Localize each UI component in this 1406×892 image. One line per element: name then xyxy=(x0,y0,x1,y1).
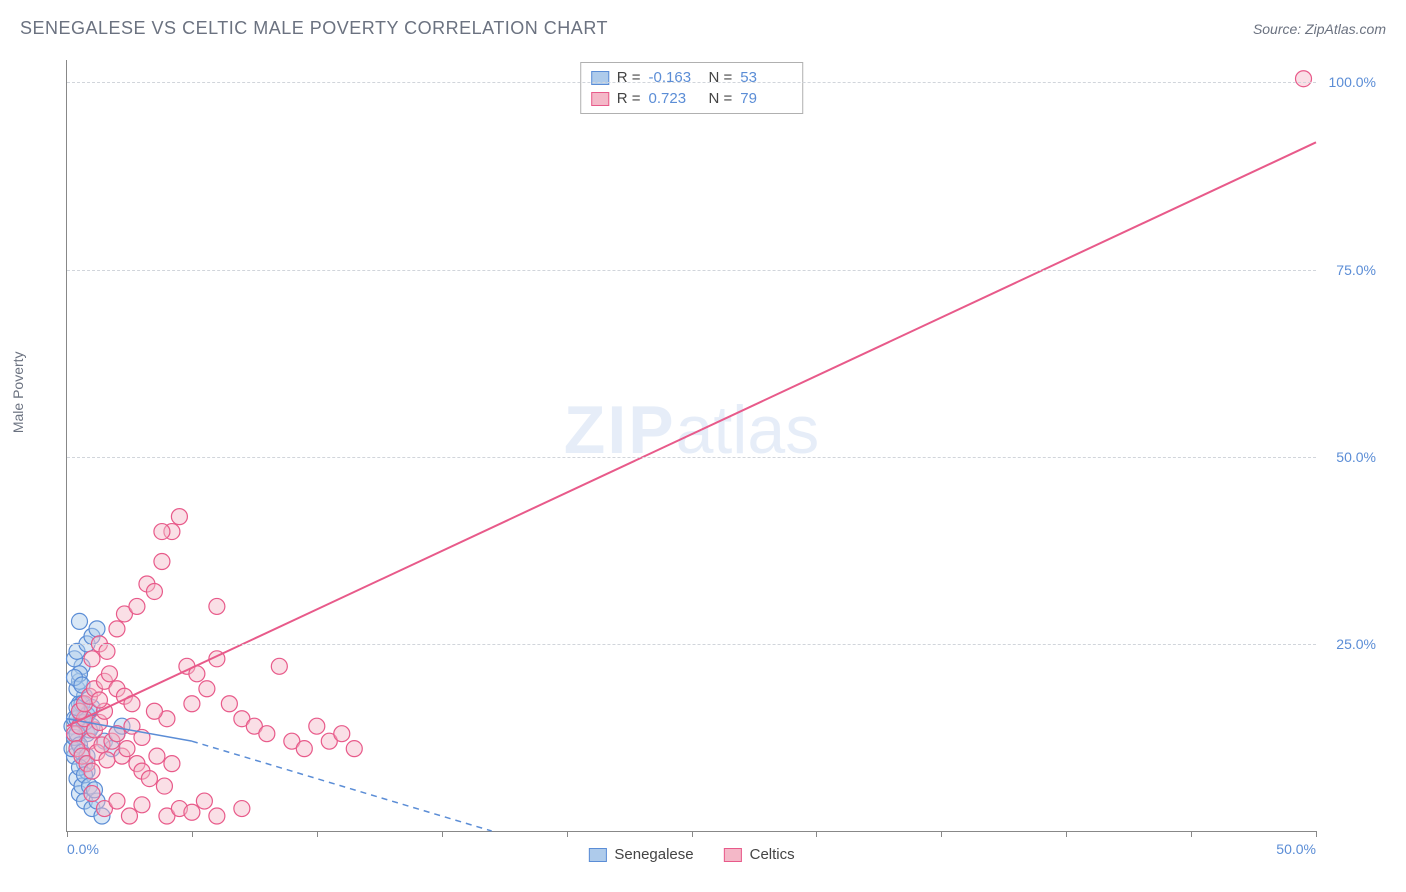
xtick xyxy=(692,831,693,837)
ytick-label: 100.0% xyxy=(1329,74,1376,90)
xtick xyxy=(442,831,443,837)
gridline-h xyxy=(67,82,1316,83)
source-label: Source: xyxy=(1253,21,1305,37)
stats-r-label: R = xyxy=(617,90,641,107)
ytick-label: 25.0% xyxy=(1336,636,1376,652)
chart-title: SENEGALESE VS CELTIC MALE POVERTY CORREL… xyxy=(20,18,608,39)
stats-n-label: N = xyxy=(709,90,733,107)
xtick xyxy=(567,831,568,837)
legend-item-celtics: Celtics xyxy=(724,846,795,863)
plot-area: ZIPatlas R = -0.163 N = 53 R = 0.723 N =… xyxy=(66,60,1316,832)
stats-n-value-celtics: 79 xyxy=(740,90,792,107)
gridline-h xyxy=(67,457,1316,458)
xtick xyxy=(192,831,193,837)
legend-swatch-celtics xyxy=(724,848,742,862)
ytick-label: 75.0% xyxy=(1336,262,1376,278)
xtick xyxy=(1066,831,1067,837)
ytick-label: 50.0% xyxy=(1336,449,1376,465)
legend-label-senegalese: Senegalese xyxy=(614,846,693,863)
legend-item-senegalese: Senegalese xyxy=(588,846,693,863)
xtick xyxy=(67,831,68,837)
legend: Senegalese Celtics xyxy=(588,846,794,863)
y-axis-label: Male Poverty xyxy=(10,351,26,433)
source-attribution: Source: ZipAtlas.com xyxy=(1253,21,1386,37)
xtick xyxy=(941,831,942,837)
source-name: ZipAtlas.com xyxy=(1305,21,1386,37)
correlation-stats-box: R = -0.163 N = 53 R = 0.723 N = 79 xyxy=(580,62,804,114)
legend-swatch-senegalese xyxy=(588,848,606,862)
xtick-label: 50.0% xyxy=(1276,841,1316,857)
gridline-h xyxy=(67,270,1316,271)
xtick xyxy=(1316,831,1317,837)
legend-label-celtics: Celtics xyxy=(750,846,795,863)
xtick xyxy=(317,831,318,837)
stats-row-senegalese: R = -0.163 N = 53 xyxy=(591,67,793,88)
xtick xyxy=(816,831,817,837)
xtick xyxy=(1191,831,1192,837)
swatch-celtics xyxy=(591,92,609,106)
stats-r-value-celtics: 0.723 xyxy=(649,90,701,107)
chart-header: SENEGALESE VS CELTIC MALE POVERTY CORREL… xyxy=(0,0,1406,49)
chart-container: Male Poverty ZIPatlas R = -0.163 N = 53 … xyxy=(48,60,1386,872)
gridline-h xyxy=(67,644,1316,645)
stats-row-celtics: R = 0.723 N = 79 xyxy=(591,88,793,109)
xtick-label: 0.0% xyxy=(67,841,99,857)
plot-svg xyxy=(67,60,1316,831)
